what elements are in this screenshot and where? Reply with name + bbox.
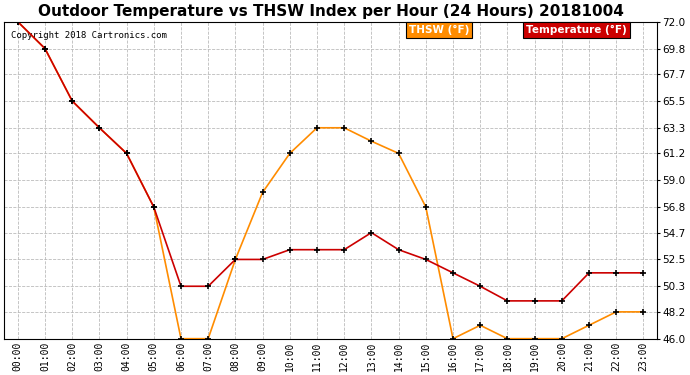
Text: Copyright 2018 Cartronics.com: Copyright 2018 Cartronics.com: [11, 31, 166, 40]
Text: Temperature (°F): Temperature (°F): [526, 25, 627, 35]
Title: Outdoor Temperature vs THSW Index per Hour (24 Hours) 20181004: Outdoor Temperature vs THSW Index per Ho…: [38, 4, 624, 19]
Text: THSW (°F): THSW (°F): [409, 25, 469, 35]
